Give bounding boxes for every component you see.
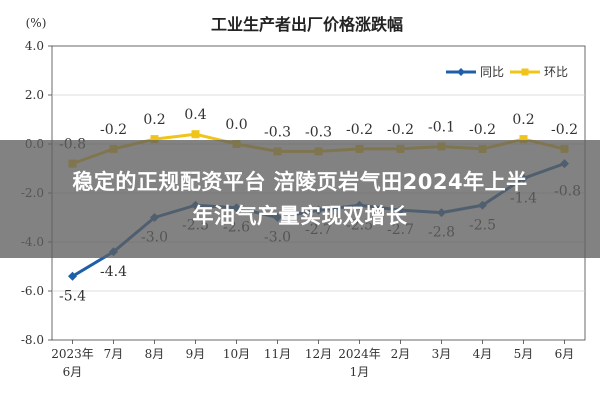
x-tick-label: 6月: [63, 365, 83, 379]
legend-label-环比: 环比: [544, 65, 568, 79]
data-label-环比: -0.2: [469, 122, 496, 138]
x-tick-label: 2023年: [51, 347, 94, 361]
data-label-环比: 0.2: [512, 112, 534, 128]
x-tick-label: 4月: [473, 347, 493, 361]
data-label-环比: 0.4: [184, 107, 206, 123]
headline-line-1: 稳定的正规配资平台 涪陵页岩气田2024年上半: [72, 170, 528, 194]
x-tick-label: 10月: [223, 347, 250, 361]
data-point-同比: [68, 271, 77, 281]
data-label-环比: -0.3: [305, 124, 332, 140]
data-label-环比: -0.2: [387, 122, 414, 138]
x-tick-label: 11月: [264, 347, 291, 361]
headline-line-2: 年油气产量实现双增长: [192, 204, 408, 228]
data-label-环比: -0.2: [346, 122, 373, 138]
data-label-环比: -0.1: [428, 119, 455, 135]
legend-marker-环比: [521, 68, 529, 76]
y-tick-label: 4.0: [25, 39, 44, 53]
y-tick-label: -8.0: [21, 333, 44, 347]
x-tick-label: 1月: [350, 365, 370, 379]
x-tick-label: 6月: [555, 347, 575, 361]
data-point-环比: [519, 135, 528, 144]
legend-label-同比: 同比: [480, 65, 504, 79]
y-axis-unit-label: (%): [26, 16, 47, 30]
data-point-环比: [150, 135, 159, 144]
data-label-环比: 0.2: [143, 112, 165, 128]
x-tick-label: 2月: [391, 347, 411, 361]
data-label-环比: -0.2: [551, 122, 578, 138]
x-tick-label: 9月: [186, 347, 206, 361]
data-label-同比: -5.4: [59, 288, 86, 304]
legend-marker-同比: [457, 68, 465, 76]
x-tick-label: 12月: [305, 347, 332, 361]
y-tick-label: -6.0: [21, 284, 44, 298]
x-tick-label: 5月: [514, 347, 534, 361]
headline-banner: 稳定的正规配资平台 涪陵页岩气田2024年上半 年油气产量实现双增长: [0, 140, 600, 258]
x-tick-label: 2024年: [338, 347, 381, 361]
x-tick-label: 7月: [104, 347, 124, 361]
chart-title: 工业生产者出厂价格涨跌幅: [211, 15, 403, 34]
data-label-环比: -0.2: [100, 122, 127, 138]
y-tick-label: 2.0: [25, 88, 44, 102]
data-label-同比: -4.4: [100, 264, 127, 280]
x-tick-label: 3月: [432, 347, 452, 361]
data-label-环比: 0.0: [225, 117, 247, 133]
data-point-环比: [191, 130, 200, 139]
x-tick-label: 8月: [145, 347, 165, 361]
data-label-环比: -0.3: [264, 124, 291, 140]
